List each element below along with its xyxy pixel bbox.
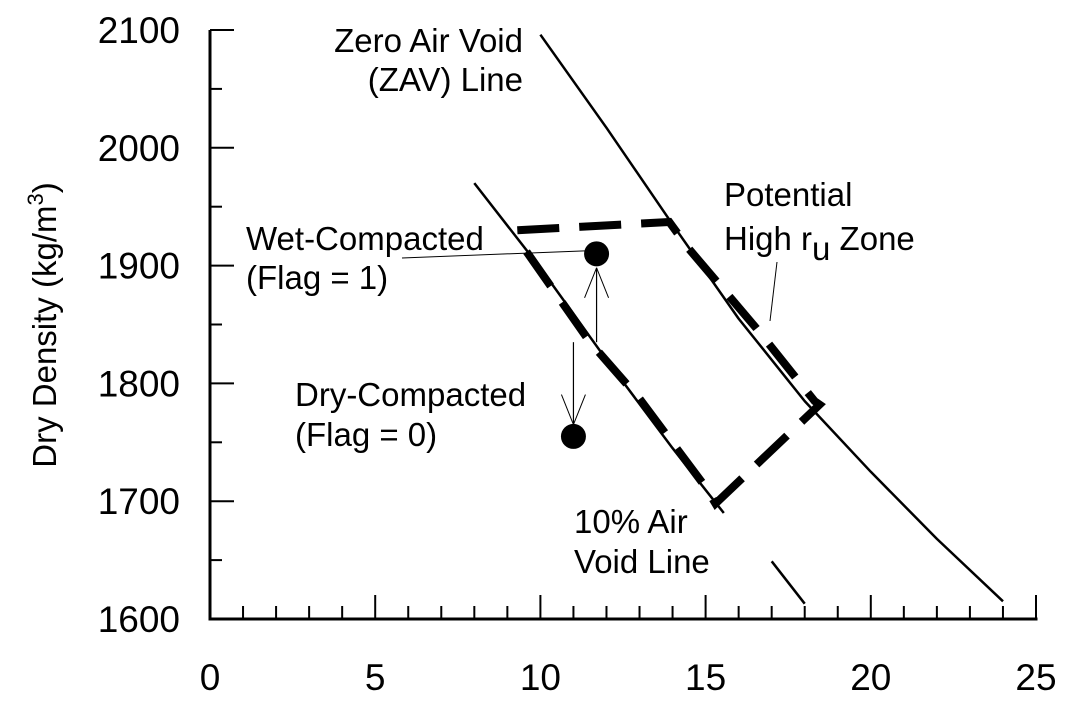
dry-compacted-point xyxy=(560,423,586,449)
x-tick-label: 0 xyxy=(200,657,221,698)
y-axis-title: Dry Density (kg/m3) xyxy=(23,182,63,467)
zav-label-line1: Zero Air Void xyxy=(334,22,523,59)
y-axis-title-sup: 3 xyxy=(23,193,48,205)
y-tick-label: 1700 xyxy=(98,481,180,522)
zone-label-line1: Potential xyxy=(724,176,852,213)
wet-label-leader xyxy=(401,250,585,259)
wet-label-line1: Wet-Compacted xyxy=(246,220,484,257)
arrow-head-left xyxy=(560,394,574,425)
air10-label-line2: Void Line xyxy=(574,543,710,580)
axes: 0 5 10 15 20 25 1600 1700 1800 1900 2000 2100 xyxy=(98,10,1057,698)
y-tick-label: 1600 xyxy=(98,599,180,640)
x-tick-label: 20 xyxy=(850,657,891,698)
arrow-head-right xyxy=(572,394,586,425)
series-layer xyxy=(401,33,1004,605)
high-ru-zone-outline xyxy=(517,217,826,510)
arrow-head-left xyxy=(584,267,598,299)
zone-label-zone: Zone xyxy=(830,220,914,257)
y-tick-label: 1800 xyxy=(98,363,180,404)
air-void-10-line xyxy=(770,560,806,605)
zone-label-line2: High ru Zone xyxy=(724,220,915,267)
annotation-layer: Zero Air Void (ZAV) Line Potential High … xyxy=(246,22,915,580)
y-tick-label: 2000 xyxy=(98,128,180,169)
zone-label-subscript-u: u xyxy=(812,230,830,267)
zone-label-high-r: High r xyxy=(724,220,812,257)
arrow-head-right xyxy=(596,267,610,299)
wet-compacted-point xyxy=(584,241,610,267)
zav-line xyxy=(539,33,1004,603)
zone-label-leader xyxy=(769,261,778,322)
x-tick-label: 15 xyxy=(685,657,726,698)
x-tick-label: 25 xyxy=(1015,657,1056,698)
wet-label-line2: (Flag = 1) xyxy=(246,259,388,296)
y-tick-label: 1900 xyxy=(98,246,180,287)
y-tick-label: 2100 xyxy=(98,10,180,51)
dry-label-line2: (Flag = 0) xyxy=(295,416,437,453)
y-axis-title-suffix: ) xyxy=(26,182,63,193)
dry-label-line1: Dry-Compacted xyxy=(295,376,526,413)
x-tick-label: 5 xyxy=(365,657,386,698)
air10-label-line1: 10% Air xyxy=(574,503,688,540)
zav-label-line2: (ZAV) Line xyxy=(368,61,523,98)
y-axis-title-main: Dry Density (kg/m xyxy=(26,206,63,468)
x-tick-label: 10 xyxy=(520,657,561,698)
